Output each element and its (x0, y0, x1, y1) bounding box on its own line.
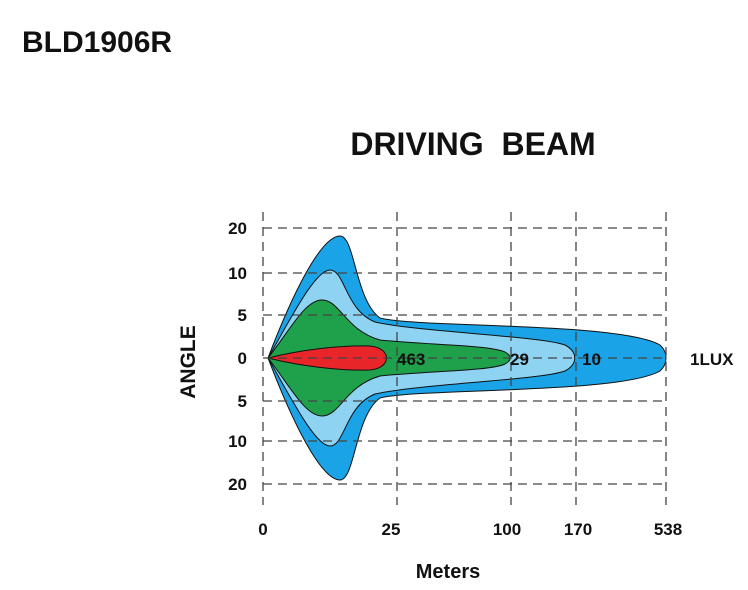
contour-label: 463 (397, 350, 425, 369)
model-name: BLD1906R (22, 26, 172, 59)
contour-label: 1LUX (690, 350, 734, 369)
x-axis-label: Meters (416, 561, 480, 583)
y-tick-label: 20 (228, 475, 247, 494)
y-tick-label: 5 (238, 392, 247, 411)
y-tick-label: 20 (228, 219, 247, 238)
y-tick-label: 0 (238, 349, 247, 368)
x-tick-label: 170 (564, 520, 592, 539)
y-tick-label: 10 (228, 264, 247, 283)
y-axis-label: ANGLE (177, 325, 200, 399)
y-tick-label: 5 (238, 306, 247, 325)
x-tick-label: 25 (382, 520, 401, 539)
chart-title: DRIVING BEAM (350, 126, 595, 162)
contour-label: 10 (582, 350, 601, 369)
x-tick-label: 100 (493, 520, 521, 539)
y-tick-label: 10 (228, 432, 247, 451)
contour-label: 29 (510, 350, 529, 369)
x-tick-label: 0 (258, 520, 267, 539)
grid (262, 212, 668, 505)
x-tick-label: 538 (654, 520, 682, 539)
